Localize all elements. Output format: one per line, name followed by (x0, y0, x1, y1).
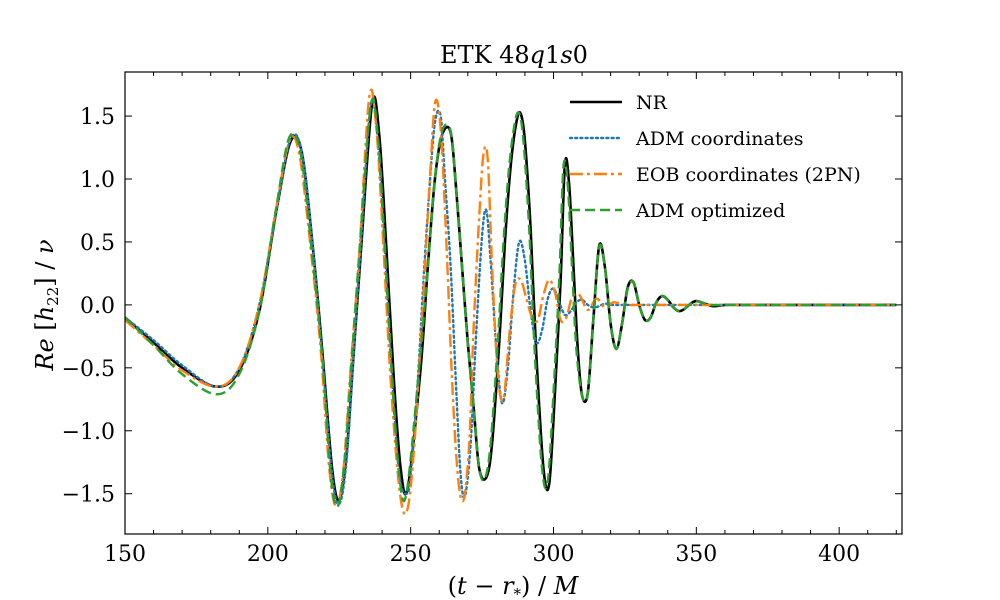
x-tick-label: 150 (104, 542, 146, 567)
y-tick-label: −1.5 (62, 483, 115, 508)
legend-label-adm: ADM coordinates (635, 128, 803, 150)
xlabel-minus: − (467, 572, 502, 600)
ticks-group: 150 200 250 300 350 400 −1.5 −1.0 −0.5 0.0 0.5 1.0 1… (62, 72, 902, 567)
title-prefix: ETK 48 (440, 41, 530, 69)
series-line-adm-optimized (125, 97, 897, 509)
y-tick-label: 1.0 (80, 168, 115, 193)
xlabel-sub: * (514, 585, 522, 600)
xlabel-open: ( (448, 572, 457, 600)
legend: NR ADM coordinates EOB coordinates (2PN)… (568, 92, 861, 222)
x-tick-label: 400 (818, 542, 860, 567)
xlabel-slash: / (530, 572, 553, 600)
ylabel-h: h (31, 306, 59, 321)
legend-label-eob: EOB coordinates (2PN) (636, 164, 861, 186)
ylabel-slash: / (31, 254, 59, 277)
title-q: q (530, 41, 545, 69)
x-tick-label: 200 (247, 542, 289, 567)
ylabel-nu: ν (31, 239, 59, 254)
xlabel-r: r (502, 572, 515, 600)
x-axis-label: (t − r*) / M (448, 572, 580, 600)
x-tick-label: 350 (675, 542, 717, 567)
xlabel-t: t (457, 572, 467, 600)
x-tick-label: 250 (390, 542, 432, 567)
y-tick-label: 0.0 (80, 294, 115, 319)
x-tick-label: 300 (532, 542, 574, 567)
ylabel-lb: [ (31, 321, 59, 338)
ylabel-sub: 22 (44, 287, 62, 306)
ylabel-re: Re (31, 338, 59, 371)
title-mid: 1 (545, 41, 560, 69)
y-tick-label: −1.0 (62, 420, 115, 445)
y-axis-label: Re [h22] / ν (31, 239, 62, 371)
series-group (125, 88, 898, 516)
legend-label-adm-optimized: ADM optimized (635, 200, 785, 222)
series-line-eob-coordinates-2pn (125, 88, 897, 516)
title-suffix: 0 (573, 41, 588, 69)
y-tick-label: 1.5 (80, 105, 115, 130)
y-tick-label: −0.5 (62, 357, 115, 382)
chart-title: ETK 48q1s0 (440, 41, 588, 69)
xlabel-close: ) (521, 572, 530, 600)
legend-label-nr: NR (636, 92, 668, 114)
title-s: s (560, 41, 572, 69)
series-line-adm-coordinates (125, 99, 898, 506)
xlabel-M: M (553, 572, 580, 600)
y-tick-label: 0.5 (80, 231, 115, 256)
plot-frame (124, 71, 903, 535)
ylabel-rb: ] (31, 277, 59, 286)
